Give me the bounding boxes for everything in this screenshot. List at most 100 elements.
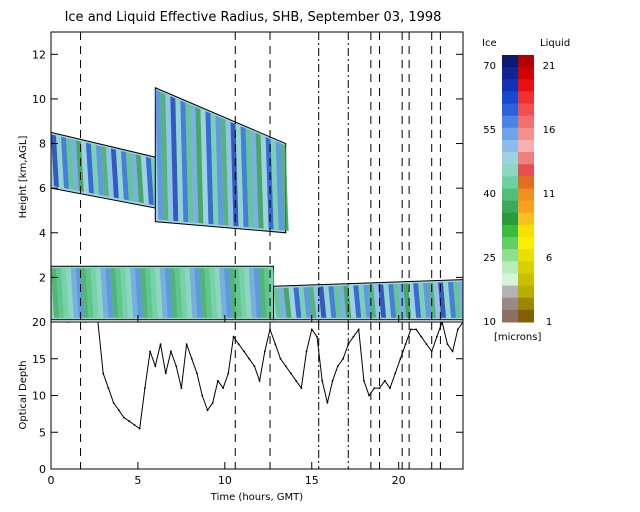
colorbar-liquid-swatch	[518, 152, 534, 165]
optical-depth-line-0	[51, 322, 463, 430]
colorbar-liquid-swatch	[518, 224, 534, 238]
cloud-layer-1-stripe	[190, 104, 199, 224]
optical-depth-point	[373, 387, 376, 389]
cloud-layer-2-stripe	[154, 268, 163, 318]
optical-depth-point	[248, 357, 251, 360]
cloud-layer-2-stripe	[233, 268, 242, 318]
cloud-layer-2-stripe	[144, 268, 153, 318]
cloud-layer-1-stripe	[160, 91, 169, 221]
colorbar-ice-swatch	[502, 139, 518, 153]
chart-title: Ice and Liquid Effective Radius, SHB, Se…	[65, 10, 442, 25]
colorbar-units: [microns]	[494, 332, 541, 343]
cloud-layer-0-stripe	[75, 140, 84, 192]
optical-depth-point	[196, 372, 198, 375]
optical-depth-point	[363, 379, 365, 382]
colorbar-liquid-swatch	[518, 91, 534, 105]
cloud-layer-2-stripe	[224, 268, 233, 318]
colorbar-ticks: 70 55 40 25 10 21 16 11 6 1	[483, 61, 555, 328]
cloud-layer-1-stripe	[245, 128, 254, 228]
cloud-layer-2-stripe	[149, 268, 158, 318]
x-tick-label-2: 10	[218, 474, 232, 487]
colorbar-ice-swatch	[502, 91, 518, 105]
colorbar-ice-swatch	[502, 285, 518, 299]
cloud-layer-2-stripe	[85, 268, 94, 318]
cloud-layer-3-stripe	[293, 287, 302, 318]
colorbar-ice-swatch	[502, 67, 518, 80]
optical-depth-point	[149, 350, 152, 353]
optical-depth-point	[144, 387, 146, 389]
colorbar-ice-swatch	[502, 127, 518, 141]
optical-depth-point	[310, 328, 313, 331]
cloud-layer-0-stripe	[145, 156, 154, 206]
cloud-layer-3-stripe	[373, 284, 382, 318]
cloud-layer-3-stripe	[353, 285, 362, 318]
optical-depth-point	[117, 409, 120, 412]
optical-depth-point	[107, 387, 110, 389]
cloud-layer-0-stripe	[135, 154, 144, 204]
optical-depth-point	[290, 372, 292, 375]
optical-depth-point	[263, 350, 266, 353]
cloud-layer-1-stripe	[260, 134, 269, 230]
cloud-layer-3-stripe	[453, 281, 462, 318]
optical-depth-point	[253, 365, 256, 367]
cloud-layer-3-stripe	[423, 282, 432, 318]
cloud-layer-1-stripe	[215, 115, 224, 226]
optical-depth-point	[133, 424, 136, 426]
cloud-layer-3-stripe	[273, 288, 282, 318]
optical-depth-point	[316, 335, 318, 338]
colorbar-ice-swatch	[502, 152, 518, 165]
cloud-layer-2-stripe	[258, 268, 267, 318]
optical-depth-point	[159, 343, 162, 345]
colorbar-liquid-tick-0: 21	[543, 61, 556, 72]
optical-depth-point	[415, 328, 417, 331]
cloud-layer-3-stripe	[433, 282, 442, 318]
cloud-layer-3-stripe	[288, 287, 297, 318]
x-tick-label-1: 5	[134, 474, 141, 487]
colorbar-ice-tick-0: 70	[483, 61, 496, 72]
cloud-layer-3-stripe	[408, 283, 417, 318]
optical-depth-point	[451, 350, 454, 353]
optical-depth-point	[222, 387, 225, 389]
optical-depth-point	[336, 365, 339, 367]
cloud-layer-3-stripe	[383, 284, 392, 318]
colorbar-ice-swatch	[502, 115, 518, 129]
cloud-layer-1-stripe	[165, 94, 174, 221]
cloud-layer-1-stripe	[265, 136, 274, 230]
colorbar-liquid-swatch	[518, 200, 534, 214]
cloud-layer-1-stripe	[255, 132, 264, 229]
optical-depth-point	[446, 343, 449, 345]
optical-depth-point	[123, 416, 125, 419]
cloud-layer-2-stripe	[100, 268, 109, 318]
optical-depth-point	[357, 328, 360, 331]
optical-depth-point	[243, 350, 245, 353]
cloud-layer-0-stripe	[60, 136, 69, 190]
cloud-layer-3-stripe	[363, 284, 372, 318]
cloud-layer-2-stripe	[174, 268, 183, 318]
optical-depth-point	[342, 357, 344, 360]
colorbar-ice-tick-4: 10	[483, 317, 496, 328]
cloud-layer-1-stripe	[180, 100, 189, 223]
cloud-layer-2-stripe	[169, 268, 178, 318]
cloud-layer-0-stripe	[130, 153, 139, 203]
cloud-layer-1-stripe	[220, 117, 229, 226]
colorbar-ice-swatch	[502, 200, 518, 214]
optical-depth-y-tick-label-2: 10	[32, 390, 46, 403]
colorbar-liquid-swatch	[518, 273, 534, 287]
optical-depth-point	[331, 379, 334, 382]
cloud-layer-0-stripe	[55, 135, 64, 189]
cloud-layer-3-stripe	[303, 287, 312, 318]
optical-depth-panel: 0 5 10 15 20 0 5 10 15 20 Optical Depth Time (ho…	[18, 315, 464, 503]
colorbar-ice-swatch	[502, 309, 518, 323]
cloud-layers	[51, 87, 463, 321]
cloud-layer-1-stripe	[230, 121, 239, 227]
cloud-layer-2-stripe	[204, 268, 213, 318]
cloud-layer-0-stripe	[125, 152, 134, 202]
optical-depth-point	[378, 387, 381, 389]
optical-depth-point	[430, 350, 433, 353]
optical-depth-point	[352, 335, 355, 338]
cloud-layer-3-stripe	[343, 285, 352, 318]
colorbar-ice-swatch	[502, 249, 518, 262]
colorbar-liquid-swatch	[518, 164, 534, 177]
optical-depth-point	[185, 343, 188, 345]
optical-depth-point	[211, 402, 214, 404]
